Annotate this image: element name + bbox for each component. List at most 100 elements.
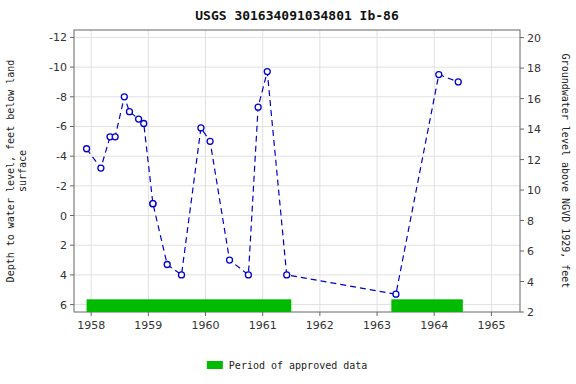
x-tick-label: 1964	[420, 319, 448, 332]
y-grid-line	[74, 96, 520, 97]
y2-tick-label: 10	[527, 184, 541, 197]
y-tick-label: 0	[60, 210, 67, 223]
data-point	[150, 201, 156, 207]
data-point	[164, 262, 170, 268]
x-tick-label: 1959	[134, 319, 162, 332]
y2-tick	[520, 312, 524, 313]
y-tick	[70, 245, 74, 246]
x-grid-line	[91, 30, 92, 312]
y2-axis: 2468101214161820	[520, 32, 541, 319]
x-grid-line	[491, 30, 492, 312]
y-tick-label: -12	[49, 31, 67, 44]
y2-tick-label: 8	[527, 215, 534, 228]
data-point	[121, 94, 127, 100]
y2-axis-label: Groundwater level above NGVD 1929, feet	[560, 54, 571, 289]
y-tick-label: -10	[49, 61, 67, 74]
y-grid-line	[74, 37, 520, 38]
series-line	[87, 72, 459, 295]
data-point	[227, 257, 233, 263]
x-tick	[91, 312, 92, 316]
x-tick	[262, 312, 263, 316]
y-tick	[70, 96, 74, 97]
y2-tick	[520, 220, 524, 221]
title: USGS 301634091034801 Ib-86	[195, 8, 399, 23]
y-tick	[70, 67, 74, 68]
y-axis: -12-10-8-6-4-20246	[49, 31, 74, 311]
y-tick-label: 4	[60, 269, 67, 282]
y-tick-label: -6	[56, 120, 67, 133]
x-tick	[319, 312, 320, 316]
approved-period-bar	[87, 299, 292, 312]
y-tick	[70, 126, 74, 127]
y2-tick	[520, 251, 524, 252]
y-tick	[70, 156, 74, 157]
x-tick-label: 1961	[249, 319, 277, 332]
y2-tick-label: 4	[527, 276, 534, 289]
y2-tick	[520, 68, 524, 69]
y-axis-label-line: surface	[17, 150, 28, 192]
y-tick	[70, 215, 74, 216]
data-point	[98, 165, 104, 171]
y2-tick-label: 14	[527, 123, 541, 136]
data-point	[264, 69, 270, 75]
y-grid-line	[74, 245, 520, 246]
y-tick-label: 6	[60, 299, 67, 312]
data-point	[245, 272, 251, 278]
data-point	[112, 134, 118, 140]
y2-tick	[520, 190, 524, 191]
y-grid-line	[74, 156, 520, 157]
data-point	[126, 109, 132, 115]
y-axis-label-line: Depth to water level, feet below land	[5, 60, 16, 283]
y2-tick-label: 20	[527, 32, 541, 45]
y2-tick	[520, 159, 524, 160]
plot-area	[84, 69, 463, 312]
y2-tick	[520, 281, 524, 282]
x-tick-label: 1962	[306, 319, 334, 332]
x-tick-label: 1965	[477, 319, 505, 332]
data-point	[198, 125, 204, 131]
y-tick-label: -4	[56, 150, 67, 163]
y2-tick-label: 12	[527, 154, 541, 167]
plot-frame	[74, 30, 520, 312]
y-grid-line	[74, 126, 520, 127]
data-point	[284, 272, 290, 278]
x-tick-label: 1963	[363, 319, 391, 332]
y-grid-line	[74, 67, 520, 68]
y-tick	[70, 185, 74, 186]
x-grid-line	[319, 30, 320, 312]
x-grid-line	[377, 30, 378, 312]
x-tick	[205, 312, 206, 316]
data-point	[141, 121, 147, 127]
y2-tick-label: 2	[527, 306, 534, 319]
x-tick-label: 1960	[192, 319, 220, 332]
y2-tick	[520, 37, 524, 38]
y-tick	[70, 304, 74, 305]
data-point	[455, 79, 461, 85]
y-tick-label: 2	[60, 239, 67, 252]
x-grid-line	[262, 30, 263, 312]
x-axis: 1958 1959 1960 1961 1962 1963 1964 1965	[77, 312, 505, 332]
y-axis-label: Depth to water level, feet below landsur…	[5, 60, 28, 283]
y-tick-label: -8	[56, 91, 67, 104]
grid	[74, 30, 520, 312]
legend: Period of approved data	[207, 360, 367, 371]
data-point	[436, 72, 442, 78]
data-point	[393, 291, 399, 297]
data-point	[178, 272, 184, 278]
y2-tick-label: 16	[527, 93, 541, 106]
x-tick	[491, 312, 492, 316]
data-point	[207, 138, 213, 144]
x-tick	[148, 312, 149, 316]
x-grid-line	[205, 30, 206, 312]
legend-swatch	[207, 361, 223, 369]
y-grid-line	[74, 215, 520, 216]
approved-period-bar	[391, 299, 462, 312]
y2-tick	[520, 129, 524, 130]
chart: 1958 1959 1960 1961 1962 1963 1964 1965 -12 -10 -8…	[0, 0, 576, 384]
data-point	[84, 146, 90, 152]
y-tick	[70, 274, 74, 275]
x-tick	[434, 312, 435, 316]
data-point	[255, 104, 261, 110]
x-tick-label: 1958	[77, 319, 105, 332]
y-tick	[70, 37, 74, 38]
